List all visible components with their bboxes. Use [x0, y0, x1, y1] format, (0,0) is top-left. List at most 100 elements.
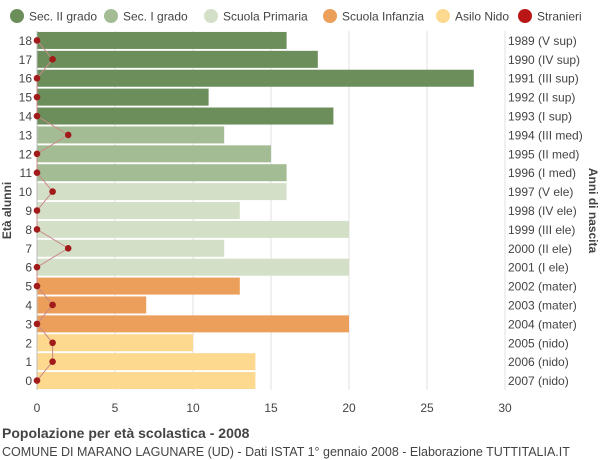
legend-marker — [204, 9, 218, 23]
bar — [37, 31, 287, 49]
x-tick-label: 5 — [112, 401, 119, 415]
age-tick-label: 4 — [25, 298, 32, 312]
birth-year-label: 2002 (mater) — [508, 280, 577, 294]
bar — [37, 220, 349, 238]
birth-year-label: 2005 (nido) — [508, 336, 569, 350]
chart-footer-subtitle: COMUNE DI MARANO LAGUNARE (UD) - Dati IS… — [2, 445, 570, 459]
x-tick-label: 0 — [34, 401, 41, 415]
bar — [37, 69, 474, 87]
chart: Sec. II grado Sec. I grado Scuola Primaria… — [0, 9, 600, 415]
stranieri-point — [33, 207, 41, 214]
stranieri-point — [33, 263, 41, 271]
legend-label: Scuola Primaria — [223, 10, 308, 24]
stranieri-point — [64, 244, 72, 252]
age-tick-label: 0 — [25, 374, 32, 388]
y-axis-title-left: Età alunni — [0, 182, 14, 239]
chart-footer-title: Popolazione per età scolastica - 2008 — [2, 425, 250, 441]
stranieri-point — [33, 320, 41, 328]
birth-year-label: 1997 (V ele) — [508, 185, 573, 199]
bar — [37, 50, 318, 68]
birth-year-label: 2006 (nido) — [508, 355, 569, 369]
age-tick-label: 6 — [25, 261, 32, 275]
bar — [37, 315, 349, 333]
legend-marker — [10, 9, 24, 23]
birth-year-label: 2007 (nido) — [508, 374, 569, 388]
birth-year-label: 2004 (mater) — [508, 317, 577, 331]
stranieri-point — [33, 169, 41, 177]
bar — [37, 296, 147, 314]
legend-marker — [436, 9, 450, 23]
legend-label: Asilo Nido — [455, 10, 509, 24]
legend-label: Sec. II grado — [29, 10, 97, 24]
bar — [37, 334, 193, 352]
legend-label: Sec. I grado — [123, 10, 188, 24]
age-tick-label: 12 — [19, 147, 33, 161]
stranieri-point — [33, 282, 41, 290]
x-tick-label: 20 — [342, 401, 356, 415]
birth-year-label: 1989 (V sup) — [508, 34, 577, 48]
bar — [37, 277, 240, 295]
age-tick-label: 14 — [19, 110, 33, 124]
age-tick-label: 9 — [25, 204, 32, 218]
birth-year-label: 1999 (III ele) — [508, 223, 575, 237]
age-tick-label: 8 — [25, 223, 32, 237]
bar — [37, 201, 240, 220]
x-tick-label: 25 — [420, 401, 434, 415]
age-tick-label: 10 — [19, 185, 33, 199]
age-tick-label: 1 — [25, 355, 32, 369]
stranieri-point — [33, 226, 41, 233]
bar — [37, 239, 225, 257]
bar — [37, 183, 287, 201]
legend-marker — [518, 9, 532, 23]
stranieri-point — [33, 37, 41, 44]
birth-year-label: 2000 (II ele) — [508, 242, 572, 256]
age-tick-label: 11 — [20, 166, 33, 180]
x-tick-label: 10 — [186, 401, 200, 415]
birth-year-label: 2001 (I ele) — [508, 261, 569, 275]
age-tick-label: 3 — [25, 317, 32, 331]
stranieri-point — [49, 188, 56, 195]
stranieri-point — [33, 377, 41, 384]
birth-year-label: 1996 (I med) — [508, 166, 576, 180]
legend-label: Stranieri — [537, 10, 582, 24]
birth-year-label: 1998 (IV ele) — [508, 204, 577, 218]
birth-year-label: 1992 (II sup) — [508, 91, 575, 105]
age-tick-label: 5 — [25, 280, 32, 294]
bar — [37, 88, 209, 106]
age-tick-label: 7 — [25, 242, 32, 256]
y-axis-title-right: Anni di nascita — [586, 168, 600, 254]
birth-year-label: 1995 (II med) — [508, 147, 579, 161]
age-tick-label: 17 — [19, 53, 33, 67]
age-tick-label: 18 — [19, 34, 33, 48]
legend-label: Scuola Infanzia — [342, 10, 424, 24]
legend-marker — [323, 9, 337, 23]
x-tick-label: 30 — [498, 401, 512, 415]
bar — [37, 353, 256, 371]
age-tick-label: 13 — [19, 128, 33, 142]
stranieri-point — [33, 112, 41, 120]
x-tick-label: 15 — [264, 401, 278, 415]
birth-year-label: 2003 (mater) — [508, 298, 577, 312]
bar — [37, 126, 225, 144]
birth-year-label: 1990 (IV sup) — [508, 53, 580, 67]
bar — [37, 258, 349, 276]
bar — [37, 107, 334, 125]
stranieri-point — [49, 56, 56, 63]
stranieri-point — [33, 150, 41, 158]
bar — [37, 164, 287, 182]
stranieri-point — [64, 131, 72, 139]
age-tick-label: 15 — [19, 91, 33, 105]
birth-year-label: 1993 (I sup) — [508, 110, 572, 124]
stranieri-point — [49, 301, 56, 309]
bar — [37, 372, 256, 390]
stranieri-point — [49, 358, 56, 365]
birth-year-label: 1991 (III sup) — [508, 72, 579, 86]
stranieri-point — [33, 93, 41, 101]
age-tick-label: 16 — [19, 72, 33, 86]
stranieri-point — [33, 74, 41, 82]
age-tick-label: 2 — [25, 336, 32, 350]
bar — [37, 145, 271, 163]
legend-marker — [104, 9, 118, 23]
stranieri-point — [49, 339, 56, 347]
birth-year-label: 1994 (III med) — [508, 128, 583, 142]
